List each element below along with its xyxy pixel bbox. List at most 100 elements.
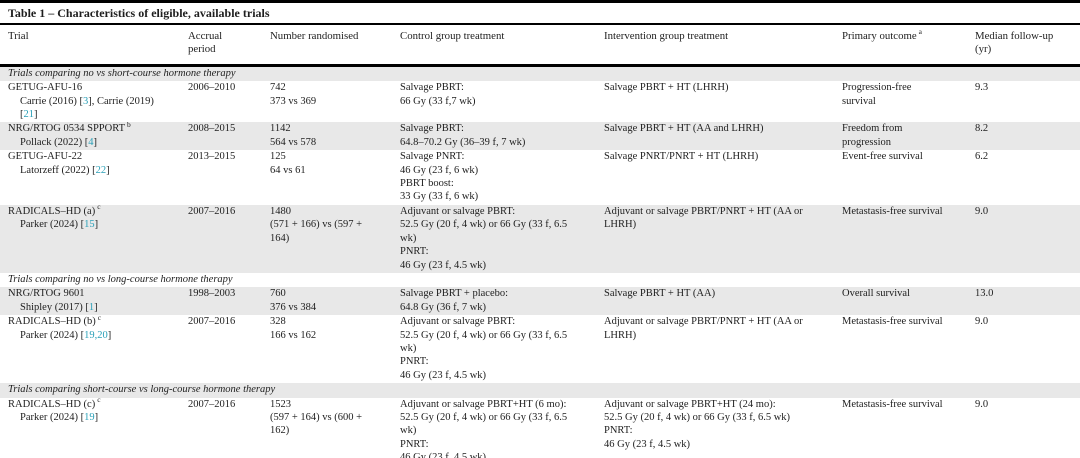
citation-link[interactable]: 21 (23, 109, 35, 121)
outcome-line: Progression-free (842, 82, 912, 94)
primary-outcome-cell: Metastasis-free survival (842, 398, 975, 458)
citation-text: ] (93, 136, 98, 148)
control-treatment-cell: Adjuvant or salvage PBRT+HT (6 mo): 52.5 … (400, 398, 604, 458)
trial-cell: RADICALS–HD (c) c Parker (2024) [19] (0, 396, 188, 458)
citation-text: Pollack (2022) [ (20, 136, 89, 148)
randomised-line: (571 + 166) vs (597 + (270, 219, 363, 231)
followup-value: 6.2 (975, 151, 989, 163)
accrual-cell: 2006–2010 (188, 81, 270, 122)
trial-cell: GETUG-AFU-22 Latorzeff (2022) [22] (0, 150, 188, 205)
intervention-treatment-cell: Salvage PNRT/PNRT + HT (LHRH) (604, 150, 842, 205)
citation-text: ] (107, 329, 112, 341)
column-header: Median follow-up (yr) (975, 25, 1080, 67)
citation-text: ], Carrie (2019) (88, 95, 154, 107)
followup-cell: 9.0 (975, 315, 1080, 383)
trial-cell: RADICALS–HD (a) c Parker (2024) [15] (0, 202, 188, 273)
control-line: 46 Gy (23 f, 6 wk) (400, 164, 479, 176)
randomised-cell: 760 376 vs 384 (270, 287, 400, 315)
citation-link[interactable]: 3 (82, 95, 89, 107)
column-header: Intervention group treatment (604, 25, 842, 67)
footnote-marker: c (97, 202, 101, 212)
outcome-line: Metastasis-free survival (842, 316, 943, 328)
footnote-marker: a (918, 27, 923, 37)
citation-text: Parker (2024) [ (20, 329, 85, 341)
intervention-line: Adjuvant or salvage PBRT/PNRT + HT (AA o… (604, 205, 803, 217)
column-header-line: (yr) (975, 43, 992, 56)
control-line: PBRT boost: (400, 178, 454, 190)
intervention-treatment-cell: Salvage PBRT + HT (AA and LHRH) (604, 122, 842, 150)
control-treatment-cell: Adjuvant or salvage PBRT: 52.5 Gy (20 f, … (400, 205, 604, 273)
section-heading-row: Trials comparing no vs short-course horm… (0, 65, 1080, 82)
control-line: Salvage PBRT + placebo: (400, 288, 509, 300)
primary-outcome-cell: Metastasis-free survival (842, 205, 975, 273)
control-line: 64.8–70.2 Gy (36–39 f, 7 wk) (400, 136, 526, 148)
randomised-line: 1480 (270, 205, 291, 217)
randomised-cell: 1142 564 vs 578 (270, 122, 400, 150)
outcome-line: survival (842, 95, 876, 107)
control-line: 52.5 Gy (20 f, 4 wk) or 66 Gy (33 f, 6.5 (400, 411, 568, 423)
citation-link[interactable]: 15 (84, 219, 95, 231)
citation-link[interactable]: 4 (88, 136, 94, 148)
trial-name: NRG/RTOG 0534 SPPORT b (8, 119, 131, 135)
randomised-cell: 1523 (597 + 164) vs (600 + 162) (270, 398, 400, 458)
column-header-line: Intervention group treatment (604, 30, 729, 42)
intervention-treatment-cell: Adjuvant or salvage PBRT/PNRT + HT (AA o… (604, 315, 842, 383)
control-treatment-cell: Salvage PNRT: 46 Gy (23 f, 6 wk) PBRT boos… (400, 150, 604, 205)
control-line: 46 Gy (23 f, 4.5 wk) (400, 452, 487, 458)
column-header-line: period (188, 43, 216, 56)
intervention-line: Salvage PBRT + HT (LHRH) (604, 82, 729, 94)
citation-link[interactable]: 19,20 (84, 329, 108, 341)
column-header: Control group treatment (400, 25, 604, 67)
footnote-marker: c (97, 312, 102, 322)
outcome-line: Metastasis-free survival (842, 205, 943, 217)
intervention-line: PNRT: (604, 425, 633, 437)
table-row: GETUG-AFU-22 Latorzeff (2022) [22] 2013–20… (0, 150, 1080, 205)
intervention-line: Salvage PNRT/PNRT + HT (LHRH) (604, 151, 759, 163)
column-header-line: Primary outcome a (842, 27, 923, 42)
citation-text: [ (20, 109, 24, 121)
control-line: wk) (400, 342, 417, 354)
citation: Pollack (2022) [4] (8, 136, 180, 149)
citation-link[interactable]: 22 (95, 164, 107, 176)
followup-value: 9.0 (975, 398, 989, 410)
intervention-line: LHRH) (604, 329, 637, 341)
intervention-line: Salvage PBRT + HT (AA) (604, 288, 716, 300)
table-row: RADICALS–HD (b) c Parker (2024) [19,20] 200… (0, 312, 1080, 383)
accrual-period: 2013–2015 (188, 151, 236, 163)
accrual-period: 2008–2015 (188, 123, 236, 135)
trial-cell: GETUG-AFU-16 Carrie (2016) [3], Carrie (2… (0, 81, 188, 122)
control-line: Salvage PBRT: (400, 123, 464, 135)
accrual-period: 2007–2016 (188, 316, 236, 328)
randomised-line: 166 vs 162 (270, 329, 317, 341)
accrual-cell: 2007–2016 (188, 398, 270, 458)
column-header-line: Control group treatment (400, 30, 505, 42)
randomised-line: 376 vs 384 (270, 301, 317, 313)
trial-name: RADICALS–HD (a) c (8, 202, 101, 217)
section-heading: Trials comparing no vs short-course horm… (8, 67, 236, 79)
followup-value: 8.2 (975, 123, 989, 135)
randomised-line: 742 (270, 82, 286, 94)
table-row: NRG/RTOG 0534 SPPORT b Pollack (2022) [4] 2… (0, 119, 1080, 151)
randomised-line: 125 (270, 151, 286, 163)
citation-link[interactable]: 19 (84, 411, 95, 423)
citation: [21] (8, 108, 180, 121)
citation-text: ] (94, 219, 99, 231)
control-line: 52.5 Gy (20 f, 4 wk) or 66 Gy (33 f, 6.5 (400, 329, 568, 341)
citation-text: ] (94, 301, 98, 313)
citation-text: Carrie (2016) [ (20, 95, 83, 107)
accrual-period: 1998–2003 (188, 288, 236, 300)
section-heading-row: Trials comparing no vs long-course hormo… (0, 273, 1080, 287)
column-header-line: Number randomised (270, 30, 359, 42)
trial-name: GETUG-AFU-16 (8, 82, 83, 94)
citation-text: ] (106, 164, 110, 176)
accrual-cell: 1998–2003 (188, 287, 270, 315)
randomised-line: 760 (270, 288, 286, 300)
accrual-period: 2007–2016 (188, 398, 236, 410)
primary-outcome-cell: Metastasis-free survival (842, 315, 975, 383)
control-line: PNRT: (400, 438, 429, 450)
citation-link[interactable]: 1 (88, 301, 95, 313)
section-heading-row: Trials comparing short-course vs long-co… (0, 383, 1080, 398)
control-line: wk) (400, 425, 417, 437)
intervention-line: LHRH) (604, 219, 637, 231)
